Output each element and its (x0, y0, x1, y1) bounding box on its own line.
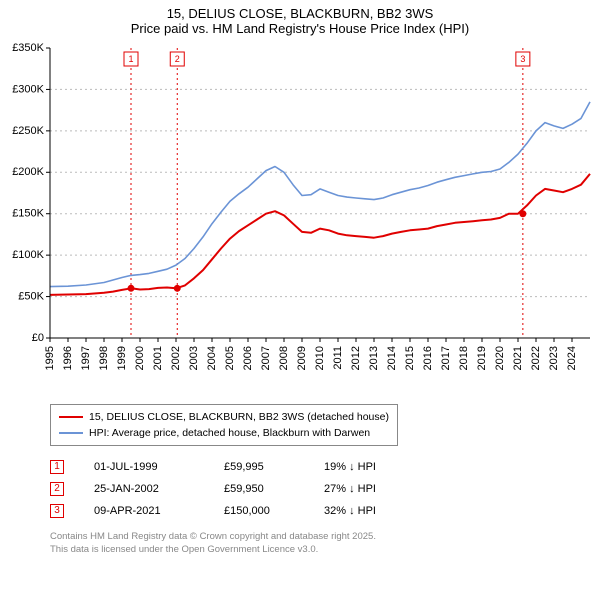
svg-text:2019: 2019 (476, 346, 488, 370)
legend-label-2: HPI: Average price, detached house, Blac… (89, 425, 370, 441)
sale-marker-1: 1 (50, 460, 64, 474)
svg-text:2022: 2022 (530, 346, 542, 370)
svg-text:2009: 2009 (296, 346, 308, 370)
svg-text:£300K: £300K (12, 83, 44, 95)
svg-text:£150K: £150K (12, 208, 44, 220)
svg-text:2004: 2004 (206, 346, 218, 370)
sales-row-2: 2 25-JAN-2002 £59,950 27% ↓ HPI (50, 478, 600, 500)
sale-price-3: £150,000 (224, 500, 324, 522)
svg-text:1999: 1999 (116, 346, 128, 370)
title-line-2: Price paid vs. HM Land Registry's House … (0, 21, 600, 36)
svg-text:2014: 2014 (386, 346, 398, 370)
legend-label-1: 15, DELIUS CLOSE, BLACKBURN, BB2 3WS (de… (89, 409, 389, 425)
svg-text:2017: 2017 (440, 346, 452, 370)
svg-text:£100K: £100K (12, 249, 44, 261)
sales-row-1: 1 01-JUL-1999 £59,995 19% ↓ HPI (50, 456, 600, 478)
svg-text:£250K: £250K (12, 125, 44, 137)
svg-text:£50K: £50K (18, 290, 44, 302)
svg-text:2023: 2023 (548, 346, 560, 370)
svg-text:£200K: £200K (12, 166, 44, 178)
svg-text:2008: 2008 (278, 346, 290, 370)
svg-text:2011: 2011 (332, 346, 344, 370)
svg-text:2002: 2002 (170, 346, 182, 370)
svg-text:2000: 2000 (134, 346, 146, 370)
figure-root: 15, DELIUS CLOSE, BLACKBURN, BB2 3WS Pri… (0, 0, 600, 556)
title-block: 15, DELIUS CLOSE, BLACKBURN, BB2 3WS Pri… (0, 0, 600, 38)
sale-delta-3: 32% ↓ HPI (324, 500, 444, 522)
svg-text:2020: 2020 (494, 346, 506, 370)
svg-text:1995: 1995 (44, 346, 56, 370)
svg-text:2005: 2005 (224, 346, 236, 370)
svg-text:2010: 2010 (314, 346, 326, 370)
sale-delta-2: 27% ↓ HPI (324, 478, 444, 500)
sale-date-2: 25-JAN-2002 (94, 478, 224, 500)
chart-area: £0 £50K £100K £150K £200K £250K £300K £350K 1995… (0, 38, 600, 398)
svg-text:2021: 2021 (512, 346, 524, 370)
svg-text:2013: 2013 (368, 346, 380, 370)
chart-svg: £0 £50K £100K £150K £200K £250K £300K £350K 1995… (0, 38, 600, 398)
sale-price-1: £59,995 (224, 456, 324, 478)
svg-text:2018: 2018 (458, 346, 470, 370)
svg-text:1997: 1997 (80, 346, 92, 370)
title-line-1: 15, DELIUS CLOSE, BLACKBURN, BB2 3WS (0, 6, 600, 21)
svg-text:2012: 2012 (350, 346, 362, 370)
sale-marker-3: 3 (50, 504, 64, 518)
svg-text:2003: 2003 (188, 346, 200, 370)
svg-text:3: 3 (520, 54, 525, 64)
svg-text:2007: 2007 (260, 346, 272, 370)
svg-text:£0: £0 (32, 332, 44, 344)
svg-text:1: 1 (128, 54, 133, 64)
sale-date-1: 01-JUL-1999 (94, 456, 224, 478)
sale-delta-1: 19% ↓ HPI (324, 456, 444, 478)
svg-text:£350K: £350K (12, 42, 44, 54)
legend-item-2: HPI: Average price, detached house, Blac… (59, 425, 389, 441)
svg-text:2015: 2015 (404, 346, 416, 370)
sale-date-3: 09-APR-2021 (94, 500, 224, 522)
svg-text:2006: 2006 (242, 346, 254, 370)
legend: 15, DELIUS CLOSE, BLACKBURN, BB2 3WS (de… (50, 404, 398, 446)
svg-text:2024: 2024 (566, 346, 578, 370)
footer-note: Contains HM Land Registry data © Crown c… (50, 530, 600, 556)
sales-row-3: 3 09-APR-2021 £150,000 32% ↓ HPI (50, 500, 600, 522)
legend-swatch-2 (59, 432, 83, 434)
svg-text:1996: 1996 (62, 346, 74, 370)
sales-table: 1 01-JUL-1999 £59,995 19% ↓ HPI 2 25-JAN… (50, 456, 600, 522)
legend-item-1: 15, DELIUS CLOSE, BLACKBURN, BB2 3WS (de… (59, 409, 389, 425)
sale-marker-2: 2 (50, 482, 64, 496)
footer-line-2: This data is licensed under the Open Gov… (50, 543, 600, 556)
svg-text:2016: 2016 (422, 346, 434, 370)
footer-line-1: Contains HM Land Registry data © Crown c… (50, 530, 600, 543)
svg-text:2001: 2001 (152, 346, 164, 370)
legend-swatch-1 (59, 416, 83, 418)
sale-price-2: £59,950 (224, 478, 324, 500)
svg-text:2: 2 (175, 54, 180, 64)
svg-text:1998: 1998 (98, 346, 110, 370)
